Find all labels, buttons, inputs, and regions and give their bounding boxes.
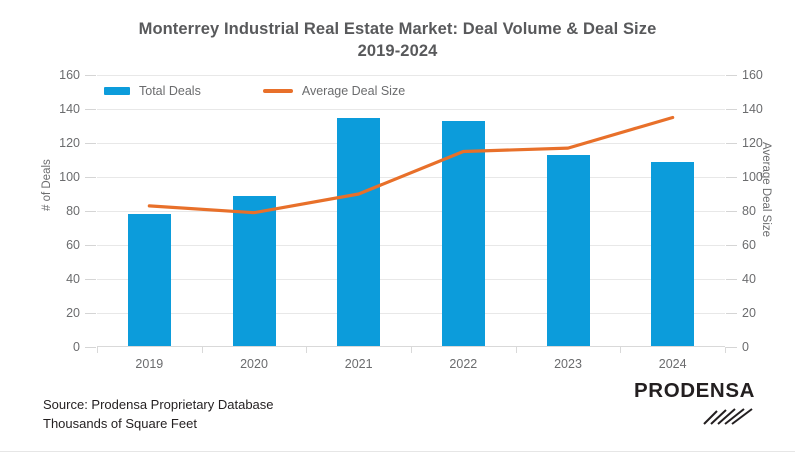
- legend-item-average-deal-size[interactable]: Average Deal Size: [262, 84, 406, 98]
- y-axis-left-tick-mark: [85, 347, 96, 348]
- bar-2019[interactable]: [127, 214, 171, 347]
- y-axis-left-tick-mark: [85, 313, 96, 314]
- y-axis-right-tick-mark: [726, 279, 737, 280]
- source-note: Source: Prodensa Proprietary Database Th…: [43, 395, 274, 433]
- diagonal-stripes-mark-icon: [702, 407, 754, 432]
- x-axis-tick-mark: [515, 347, 517, 353]
- gridline: [97, 75, 725, 76]
- chart-title-line-1: Monterrey Industrial Real Estate Market:…: [138, 20, 657, 38]
- source-note-line-2: Thousands of Square Feet: [43, 416, 197, 431]
- x-axis-tick-mark: [411, 347, 412, 353]
- y-axis-left-tick-label: 20: [66, 305, 80, 320]
- x-axis-tick-mark: [97, 347, 98, 353]
- y-axis-left-tick-label: 0: [73, 339, 80, 354]
- line-series-average-deal-size: [97, 75, 725, 347]
- gridline: [97, 143, 725, 144]
- bar-2020[interactable]: [232, 195, 276, 347]
- x-axis-label-2021: 2021: [344, 357, 373, 371]
- y-axis-left-tick-mark: [85, 245, 96, 246]
- y-axis-right-tick-label: 40: [742, 271, 756, 286]
- y-axis-left-tick-label: 140: [59, 101, 80, 116]
- y-axis-left-tick-mark: [85, 75, 96, 76]
- logo-wordmark: PRODENSA: [634, 379, 755, 402]
- x-axis-baseline: [97, 346, 725, 347]
- gridline: [97, 211, 725, 212]
- gridline: [97, 279, 725, 280]
- y-axis-left-tick-mark: [85, 143, 96, 144]
- y-axis-right-tick-label: 140: [742, 101, 763, 116]
- gridline: [97, 109, 725, 110]
- prodensa-logo: PRODENSA: [623, 379, 755, 432]
- x-axis-label-2019: 2019: [135, 357, 164, 371]
- y-axis-right-tick-mark: [726, 143, 737, 144]
- x-axis-label-2020: 2020: [240, 357, 268, 371]
- gridline: [97, 177, 725, 178]
- x-axis-label-2022: 2022: [449, 357, 478, 371]
- y-axis-title-left: # of Deals: [41, 159, 53, 211]
- source-note-line-1: Source: Prodensa Proprietary Database: [43, 397, 274, 412]
- y-axis-left-tick-label: 60: [66, 237, 80, 252]
- y-axis-right-tick-mark: [726, 347, 737, 348]
- y-axis-left-tick-mark: [85, 177, 96, 178]
- y-axis-right-tick-label: 20: [742, 305, 756, 320]
- legend-label-average-deal-size: Average Deal Size: [301, 84, 406, 98]
- y-axis-right-tick-mark: [726, 313, 737, 314]
- chart-title: Monterrey Industrial Real Estate Market:…: [0, 18, 795, 62]
- legend-line-swatch-icon: [262, 89, 293, 93]
- legend-bar-swatch-icon: [104, 87, 130, 95]
- x-axis-tick-mark: [620, 347, 622, 353]
- y-axis-left-tick-label: 160: [59, 67, 80, 82]
- y-axis-right-tick-mark: [726, 211, 737, 212]
- chart-title-line-2: 2019-2024: [357, 42, 438, 60]
- x-axis-tick-mark: [306, 347, 308, 353]
- chart-legend: Total Deals Average Deal Size: [104, 84, 405, 98]
- gridline: [97, 245, 725, 246]
- y-axis-left-tick-mark: [85, 279, 96, 280]
- bar-2023[interactable]: [546, 154, 590, 347]
- legend-item-total-deals[interactable]: Total Deals: [104, 84, 201, 98]
- y-axis-right-tick-label: 60: [742, 237, 756, 252]
- y-axis-right-tick-label: 80: [742, 203, 756, 218]
- y-axis-left-tick-label: 100: [59, 169, 80, 184]
- y-axis-right-tick-label: 120: [742, 135, 763, 150]
- x-axis-tick-mark: [725, 347, 726, 353]
- y-axis-right-tick-mark: [726, 245, 737, 246]
- plot-area: 0 20 40 60 80 100 120 140 160 0 20 40 60 80 100 120 140…: [59, 69, 763, 371]
- y-axis-left-tick-label: 80: [66, 203, 80, 218]
- x-axis-tick-mark: [201, 347, 203, 353]
- gridline: [97, 313, 725, 314]
- legend-label-total-deals: Total Deals: [139, 84, 201, 98]
- y-axis-left-tick-label: 40: [66, 271, 80, 286]
- y-axis-title-right: Average Deal Size: [760, 142, 772, 238]
- y-axis-right-tick-label: 160: [742, 67, 763, 82]
- y-axis-left-tick-label: 120: [59, 135, 80, 150]
- bar-2024[interactable]: [651, 161, 695, 347]
- y-axis-right-tick-mark: [726, 177, 737, 178]
- y-axis-right-tick-label: 100: [742, 169, 763, 184]
- y-axis-left-tick-mark: [85, 109, 96, 110]
- x-axis-label-2024: 2024: [658, 357, 687, 371]
- bar-2021[interactable]: [337, 117, 381, 347]
- line-path: [149, 118, 672, 213]
- x-axis-label-2023: 2023: [554, 357, 582, 371]
- y-axis-right-tick-mark: [726, 109, 737, 110]
- y-axis-right-tick-label: 0: [742, 339, 749, 354]
- y-axis-left-tick-mark: [85, 211, 96, 212]
- y-axis-right-tick-mark: [726, 75, 737, 76]
